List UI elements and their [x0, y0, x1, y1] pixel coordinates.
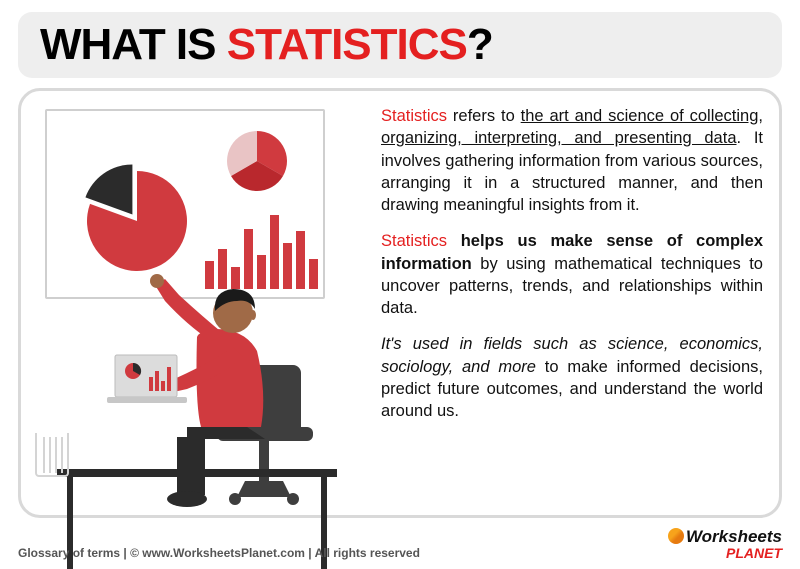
waste-basket-icon — [35, 433, 69, 477]
desk — [57, 469, 337, 477]
definition-text: Statistics refers to the art and science… — [381, 105, 763, 505]
illustration — [37, 105, 367, 505]
planet-icon — [668, 528, 684, 544]
paragraph-1: Statistics refers to the art and science… — [381, 105, 763, 216]
content-box: Statistics refers to the art and science… — [18, 88, 782, 518]
brand-logo: Worksheets PLANET — [668, 526, 782, 560]
title-highlight: STATISTICS — [227, 20, 467, 69]
footer: Glossary of terms | © www.WorksheetsPlan… — [18, 526, 782, 560]
paragraph-3: It's used in fields such as science, eco… — [381, 333, 763, 422]
keyword: Statistics — [381, 232, 447, 250]
title-post: ? — [467, 20, 493, 69]
person-svg — [37, 105, 367, 525]
footer-left: Glossary of terms | © www.WorksheetsPlan… — [18, 546, 420, 560]
paragraph-2: Statistics helps us make sense of comple… — [381, 230, 763, 319]
keyword: Statistics — [381, 107, 447, 125]
page-title: WHAT IS STATISTICS? — [40, 20, 760, 70]
title-pre: WHAT IS — [40, 20, 227, 69]
title-bar: WHAT IS STATISTICS? — [18, 12, 782, 78]
